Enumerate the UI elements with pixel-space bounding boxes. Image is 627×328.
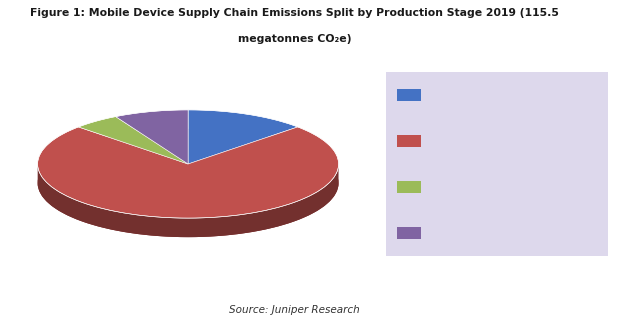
Polygon shape [38, 127, 339, 218]
Text: Figure 1: Mobile Device Supply Chain Emissions Split by Production Stage 2019 (1: Figure 1: Mobile Device Supply Chain Emi… [30, 8, 559, 18]
Text: Transportation: Transportation [430, 228, 506, 238]
Text: megatonnes CO₂e): megatonnes CO₂e) [238, 34, 352, 44]
Polygon shape [188, 110, 298, 164]
FancyBboxPatch shape [397, 89, 421, 101]
Polygon shape [78, 116, 188, 164]
Ellipse shape [38, 129, 339, 237]
FancyBboxPatch shape [397, 135, 421, 147]
Text: Raw Materials: Raw Materials [430, 90, 503, 100]
FancyBboxPatch shape [397, 227, 421, 239]
FancyBboxPatch shape [397, 181, 421, 193]
Text: Component
Manufacture: Component Manufacture [430, 130, 496, 152]
FancyBboxPatch shape [386, 72, 608, 256]
Text: Device Assembly: Device Assembly [430, 182, 519, 192]
Text: Source: Juniper Research: Source: Juniper Research [229, 305, 360, 315]
Polygon shape [115, 110, 188, 164]
Polygon shape [38, 166, 339, 237]
